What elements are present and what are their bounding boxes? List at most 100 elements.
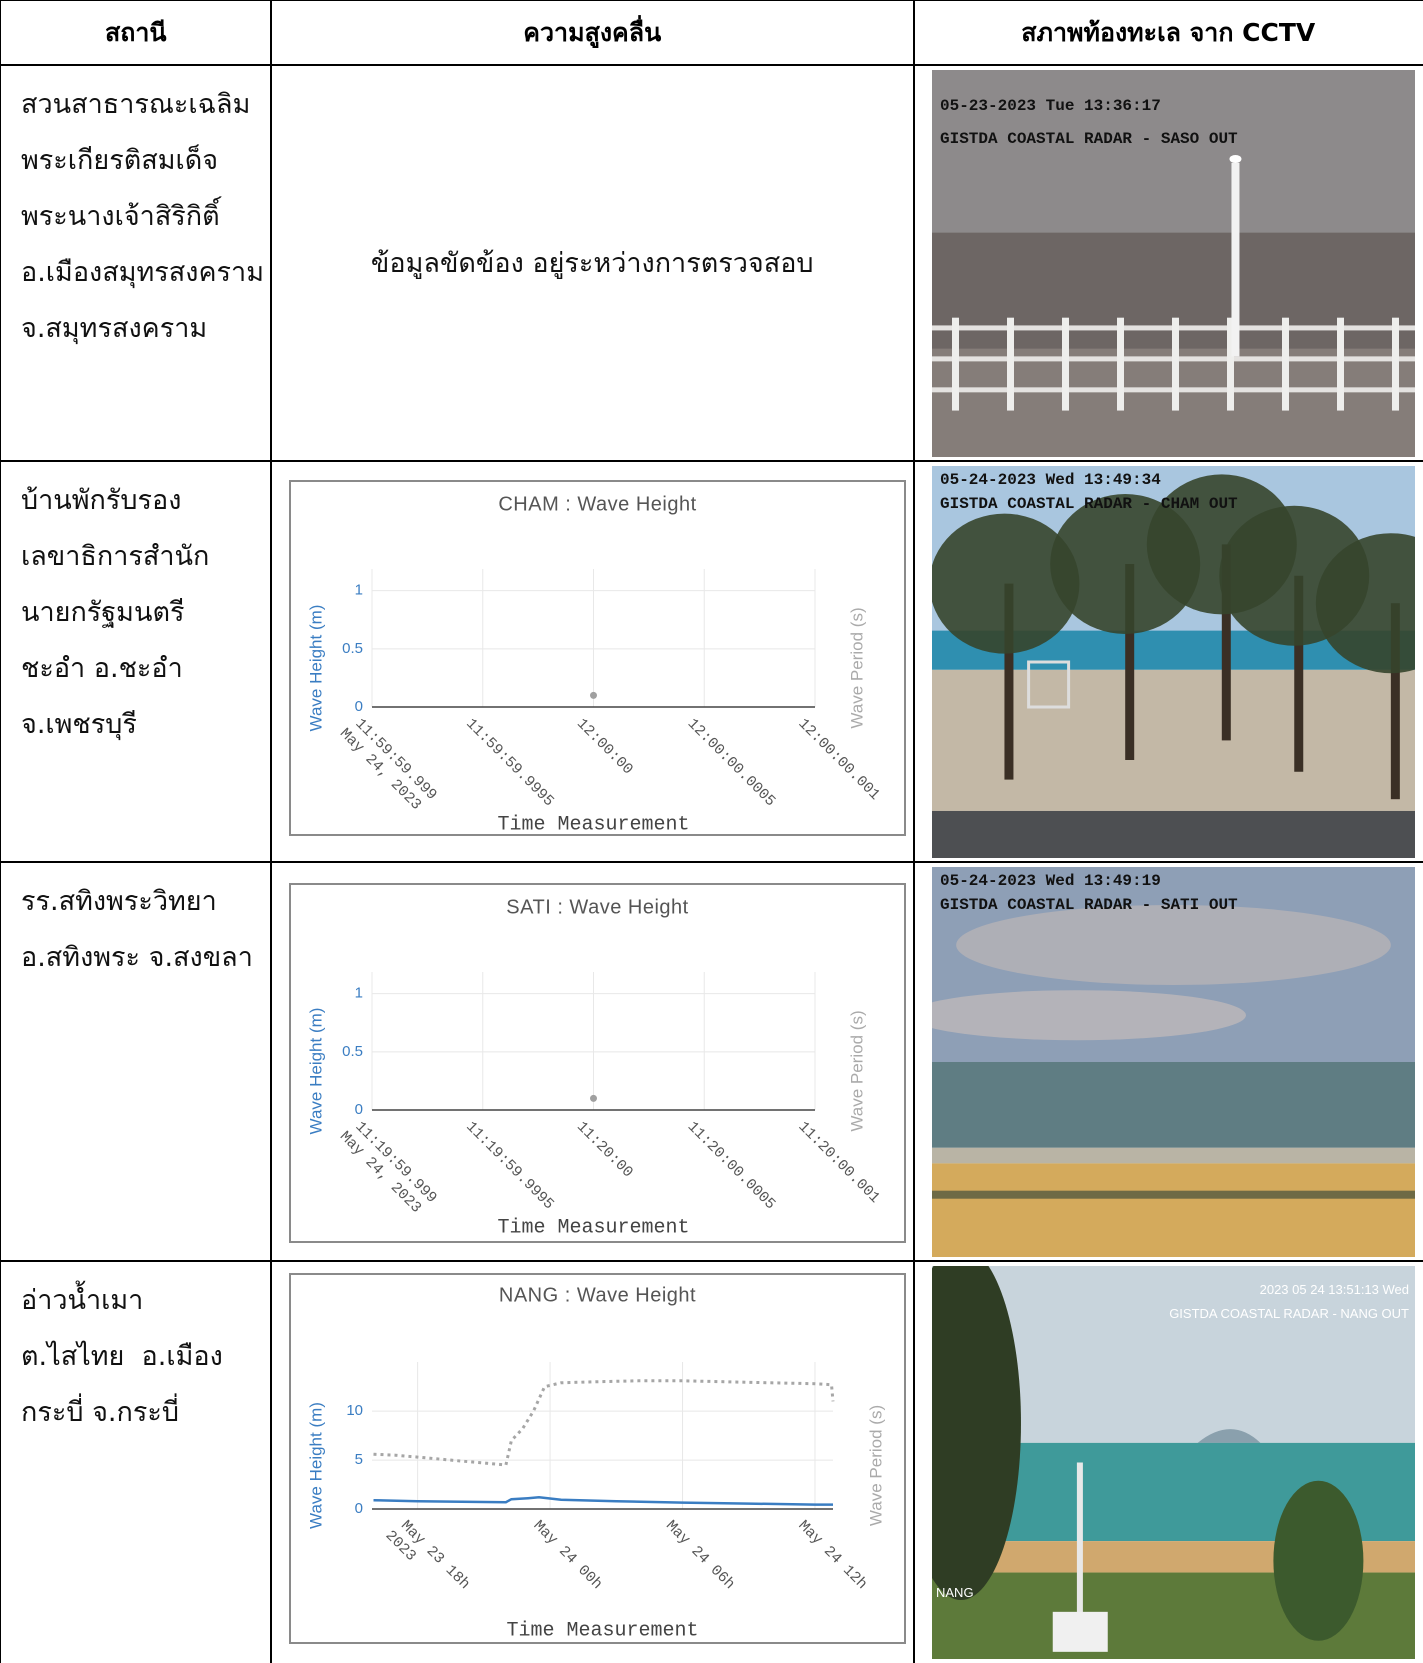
post [1172, 317, 1179, 411]
y-tick-label: 1 [355, 985, 363, 1002]
data-point [590, 1094, 597, 1102]
station-line: นายกรัฐมนตรี [21, 597, 185, 628]
y-tick-label: 0.5 [342, 640, 363, 657]
cctv-label: NANG [936, 1585, 974, 1600]
cctv-caption: GISTDA COASTAL RADAR - SASO OUT [940, 130, 1238, 148]
cctv-timestamp: 05-24-2023 Wed 13:49:19 [940, 872, 1161, 890]
cctv-timestamp: 2023 05 24 13:51:13 Wed [1260, 1282, 1409, 1297]
post [1282, 317, 1289, 411]
station-cell: บ้านพักรับรองเลขาธิการสำนักนายกรัฐมนตรีช… [0, 460, 272, 863]
wave-cell: NANG : Wave Height Wave Height (m) Wave Pe… [270, 1260, 915, 1663]
cloud [956, 905, 1391, 985]
wave-cell: CHAM : Wave Height Wave Height (m) Wave Pe… [270, 460, 915, 863]
station-line: กระบี่ จ.กระบี่ [21, 1397, 179, 1428]
station-line: บ้านพักรับรอง [21, 485, 182, 516]
tree-trunk [1294, 575, 1304, 772]
y-tick-label: 1 [355, 582, 363, 599]
cctv-cell: 05-24-2023 Wed 13:49:19 GISTDA COASTAL RA… [913, 861, 1423, 1262]
cctv-caption: GISTDA COASTAL RADAR - CHAM OUT [940, 495, 1238, 513]
y2-axis-label: Wave Period (s) [847, 1010, 866, 1131]
y-tick-label: 10 [346, 1402, 363, 1419]
data-point [590, 691, 597, 699]
station-line: พระเกียรติสมเด็จ [21, 145, 219, 176]
header-text: สภาพท้องทะเล จาก CCTV [1021, 17, 1316, 47]
cctv-timestamp: 05-23-2023 Tue 13:36:17 [940, 97, 1161, 115]
cctv-image: 05-24-2023 Wed 13:49:34 GISTDA COASTAL RA… [932, 466, 1415, 858]
line [373, 1496, 833, 1506]
cctv-caption: GISTDA COASTAL RADAR - SATI OUT [940, 896, 1238, 914]
post [1007, 317, 1014, 411]
post [1062, 317, 1069, 411]
header-text: สถานี [104, 17, 167, 47]
cctv-image: 05-23-2023 Tue 13:36:17 GISTDA COASTAL RA… [932, 70, 1415, 457]
station-cell: สวนสาธารณะเฉลิมพระเกียรติสมเด็จพระนางเจ้… [0, 64, 272, 462]
x-axis-label: Time Measurement [497, 1216, 689, 1239]
post [1227, 317, 1234, 411]
cctv-cell: 05-23-2023 Tue 13:36:17 GISTDA COASTAL RA… [913, 64, 1423, 462]
tree-right [1273, 1480, 1364, 1641]
tree-crown [1315, 533, 1415, 674]
y2-axis-label: Wave Period (s) [847, 607, 866, 728]
lifeguard-stand [1027, 660, 1071, 709]
x-axis-label: Time Measurement [497, 813, 689, 836]
station-line: จ.สมุทรสงคราม [21, 313, 208, 344]
y2-axis-label: Wave Period (s) [866, 1405, 885, 1526]
wave-chart: NANG : Wave Height Wave Height (m) Wave Pe… [289, 1273, 906, 1644]
sky [932, 70, 1415, 233]
road [932, 810, 1415, 858]
cloud [932, 990, 1246, 1041]
station-line: ชะอำ อ.ชะอำ [21, 653, 183, 684]
beach [932, 1163, 1415, 1257]
station-line: พระนางเจ้าสิริกิติ์ [21, 201, 220, 232]
y-tick-label: 5 [355, 1451, 363, 1468]
header-text: ความสูงคลื่น [523, 17, 662, 47]
y-axis-label: Wave Height (m) [306, 1008, 325, 1135]
x-axis-label: Time Measurement [506, 1619, 698, 1642]
lamp [1229, 155, 1242, 164]
station-line: อ่าวน้ำเมา [21, 1285, 144, 1316]
cctv-image: 2023 05 24 13:51:13 Wed GISTDA COASTAL RA… [932, 1266, 1415, 1659]
tree-trunk [1125, 564, 1135, 760]
station-cell: อ่าวน้ำเมาต.ไสไทย อ.เมืองกระบี่ จ.กระบี่ [0, 1260, 272, 1663]
post [1337, 317, 1344, 411]
cctv-image: 05-24-2023 Wed 13:49:19 GISTDA COASTAL RA… [932, 867, 1415, 1257]
y-axis-label: Wave Height (m) [306, 1402, 325, 1529]
station-line: เลขาธิการสำนัก [21, 541, 210, 572]
tree-trunk [1004, 583, 1014, 780]
wave-chart: CHAM : Wave Height Wave Height (m) Wave Pe… [289, 480, 906, 836]
tree-left [932, 1266, 1021, 1600]
y-tick-label: 0.5 [342, 1043, 363, 1060]
fence [1052, 1611, 1108, 1652]
tree-crown [932, 513, 1080, 654]
station-cell: รร.สทิงพระวิทยา อ.สทิงพระ จ.สงขลา [0, 861, 272, 1262]
cctv-caption: GISTDA COASTAL RADAR - NANG OUT [1169, 1306, 1409, 1321]
header-cell: สถานี [0, 0, 272, 66]
wave-chart: SATI : Wave Height Wave Height (m) Wave Pe… [289, 883, 906, 1243]
wave-cell: ข้อมูลขัดข้อง อยู่ระหว่างการตรวจสอบ [270, 64, 915, 462]
dashed-line [373, 1379, 835, 1467]
vegetation [932, 1190, 1415, 1199]
y-axis-label: Wave Height (m) [306, 605, 325, 732]
station-line: ต.ไสไทย อ.เมือง [21, 1341, 223, 1372]
post [1392, 317, 1399, 411]
chart-title: CHAM : Wave Height [498, 493, 696, 515]
chart-frame [289, 1273, 906, 1644]
post [1117, 317, 1124, 411]
status-text: ข้อมูลขัดข้อง อยู่ระหว่างการตรวจสอบ [370, 248, 814, 280]
station-line: สวนสาธารณะเฉลิม [21, 89, 251, 120]
y-tick-label: 0 [355, 698, 363, 715]
surf [932, 1147, 1415, 1164]
tree-trunk [1390, 603, 1400, 800]
tree-trunk [1221, 544, 1231, 741]
chart-frame [289, 480, 906, 836]
station-line: อ.สทิงพระ จ.สงขลา [21, 942, 253, 973]
cctv-cell: 2023 05 24 13:51:13 Wed GISTDA COASTAL RA… [913, 1260, 1423, 1663]
chart-title: SATI : Wave Height [506, 896, 688, 918]
lamp-post [1231, 162, 1240, 357]
sea [932, 1062, 1415, 1148]
header-cell: ความสูงคลื่น [270, 0, 915, 66]
post [952, 317, 959, 411]
